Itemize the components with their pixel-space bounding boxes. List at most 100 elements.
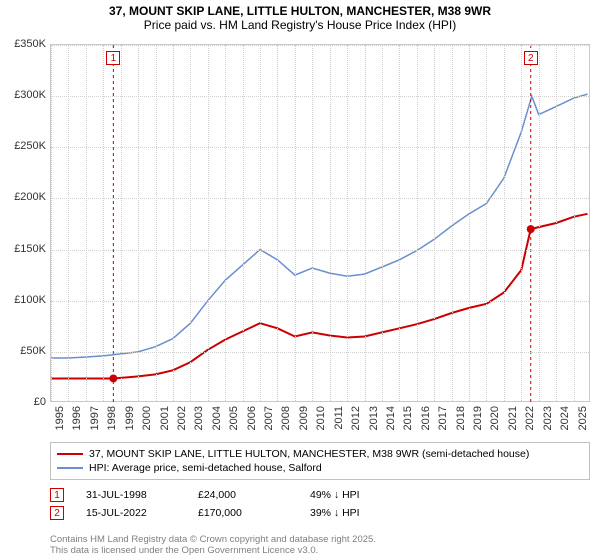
y-axis-label: £0 (0, 396, 46, 408)
gridline-v (504, 45, 505, 401)
gridline-v (452, 45, 453, 401)
gridline-v (295, 45, 296, 401)
y-axis-label: £50K (0, 345, 46, 357)
legend-label-price-paid: 37, MOUNT SKIP LANE, LITTLE HULTON, MANC… (89, 448, 529, 460)
gridline-v (399, 45, 400, 401)
gridline-v (208, 45, 209, 401)
x-axis-label: 1998 (106, 406, 118, 430)
gridline-h (51, 45, 589, 46)
gridline-h (51, 198, 589, 199)
gridline-v (556, 45, 557, 401)
gridline-v (347, 45, 348, 401)
x-axis-label: 1997 (89, 406, 101, 430)
x-axis-label: 2019 (472, 406, 484, 430)
x-axis-label: 1996 (71, 406, 83, 430)
gridline-v (539, 45, 540, 401)
gridline-h (51, 250, 589, 251)
x-axis-label: 2015 (402, 406, 414, 430)
x-axis-label: 2008 (280, 406, 292, 430)
y-axis-label: £100K (0, 294, 46, 306)
sale-marker-2: 2 (50, 506, 64, 520)
attribution-line1: Contains HM Land Registry data © Crown c… (50, 534, 376, 545)
sale-row-1: 1 31-JUL-1998 £24,000 49% ↓ HPI (50, 486, 590, 504)
gridline-v (225, 45, 226, 401)
x-axis-label: 2013 (368, 406, 380, 430)
gridline-v (574, 45, 575, 401)
x-axis-label: 2024 (559, 406, 571, 430)
x-axis-label: 2023 (542, 406, 554, 430)
gridline-v (434, 45, 435, 401)
x-axis-label: 2017 (437, 406, 449, 430)
chart-title-line2: Price paid vs. HM Land Registry's House … (0, 18, 600, 32)
legend-label-hpi: HPI: Average price, semi-detached house,… (89, 462, 322, 474)
x-axis-label: 2007 (263, 406, 275, 430)
gridline-v (277, 45, 278, 401)
gridline-v (103, 45, 104, 401)
sales-meta-block: 1 31-JUL-1998 £24,000 49% ↓ HPI 2 15-JUL… (50, 486, 590, 522)
sale-price-1: £24,000 (198, 489, 288, 501)
x-axis-label: 2020 (489, 406, 501, 430)
sale-diff-1: 49% ↓ HPI (310, 489, 360, 501)
x-axis-label: 2022 (524, 406, 536, 430)
gridline-v (121, 45, 122, 401)
gridline-v (521, 45, 522, 401)
sale-price-2: £170,000 (198, 507, 288, 519)
y-axis-label: £150K (0, 243, 46, 255)
gridline-h (51, 96, 589, 97)
x-axis-label: 2004 (211, 406, 223, 430)
x-axis-label: 2009 (298, 406, 310, 430)
legend-swatch-price-paid (57, 453, 83, 455)
y-axis-label: £200K (0, 191, 46, 203)
gridline-v (68, 45, 69, 401)
gridline-v (173, 45, 174, 401)
gridline-v (486, 45, 487, 401)
legend-row-hpi: HPI: Average price, semi-detached house,… (57, 461, 583, 475)
attribution-text: Contains HM Land Registry data © Crown c… (50, 534, 376, 556)
x-axis-label: 1995 (54, 406, 66, 430)
gridline-v (190, 45, 191, 401)
sale-marker-dot (527, 225, 535, 233)
y-axis-label: £350K (0, 38, 46, 50)
sale-marker-dot (109, 374, 117, 382)
sale-date-1: 31-JUL-1998 (86, 489, 176, 501)
gridline-v (417, 45, 418, 401)
attribution-line2: This data is licensed under the Open Gov… (50, 545, 376, 556)
gridline-v (243, 45, 244, 401)
sale-marker-box: 1 (106, 51, 120, 65)
gridline-v (330, 45, 331, 401)
x-axis-label: 2002 (176, 406, 188, 430)
gridline-v (365, 45, 366, 401)
series-hpi (51, 94, 588, 358)
x-axis-label: 2018 (455, 406, 467, 430)
gridline-h (51, 301, 589, 302)
gridline-v (51, 45, 52, 401)
gridline-h (51, 352, 589, 353)
x-axis-label: 2021 (507, 406, 519, 430)
x-axis-label: 2016 (420, 406, 432, 430)
x-axis-label: 2025 (577, 406, 589, 430)
x-axis-label: 2014 (385, 406, 397, 430)
gridline-v (260, 45, 261, 401)
chart-svg (51, 45, 589, 401)
sale-row-2: 2 15-JUL-2022 £170,000 39% ↓ HPI (50, 504, 590, 522)
x-axis-label: 2011 (333, 406, 345, 430)
gridline-v (156, 45, 157, 401)
series-price_paid (51, 214, 588, 379)
gridline-v (138, 45, 139, 401)
y-axis-label: £250K (0, 140, 46, 152)
legend-row-price-paid: 37, MOUNT SKIP LANE, LITTLE HULTON, MANC… (57, 447, 583, 461)
sale-marker-1: 1 (50, 488, 64, 502)
gridline-v (312, 45, 313, 401)
gridline-h (51, 147, 589, 148)
chart-plot-area: 12 (50, 44, 590, 402)
y-axis-label: £300K (0, 89, 46, 101)
chart-title-line1: 37, MOUNT SKIP LANE, LITTLE HULTON, MANC… (0, 4, 600, 18)
x-axis-label: 2001 (159, 406, 171, 430)
sale-marker-box: 2 (524, 51, 538, 65)
sale-diff-2: 39% ↓ HPI (310, 507, 360, 519)
gridline-v (382, 45, 383, 401)
x-axis-label: 2006 (246, 406, 258, 430)
gridline-v (469, 45, 470, 401)
x-axis-label: 2010 (315, 406, 327, 430)
x-axis-label: 2012 (350, 406, 362, 430)
